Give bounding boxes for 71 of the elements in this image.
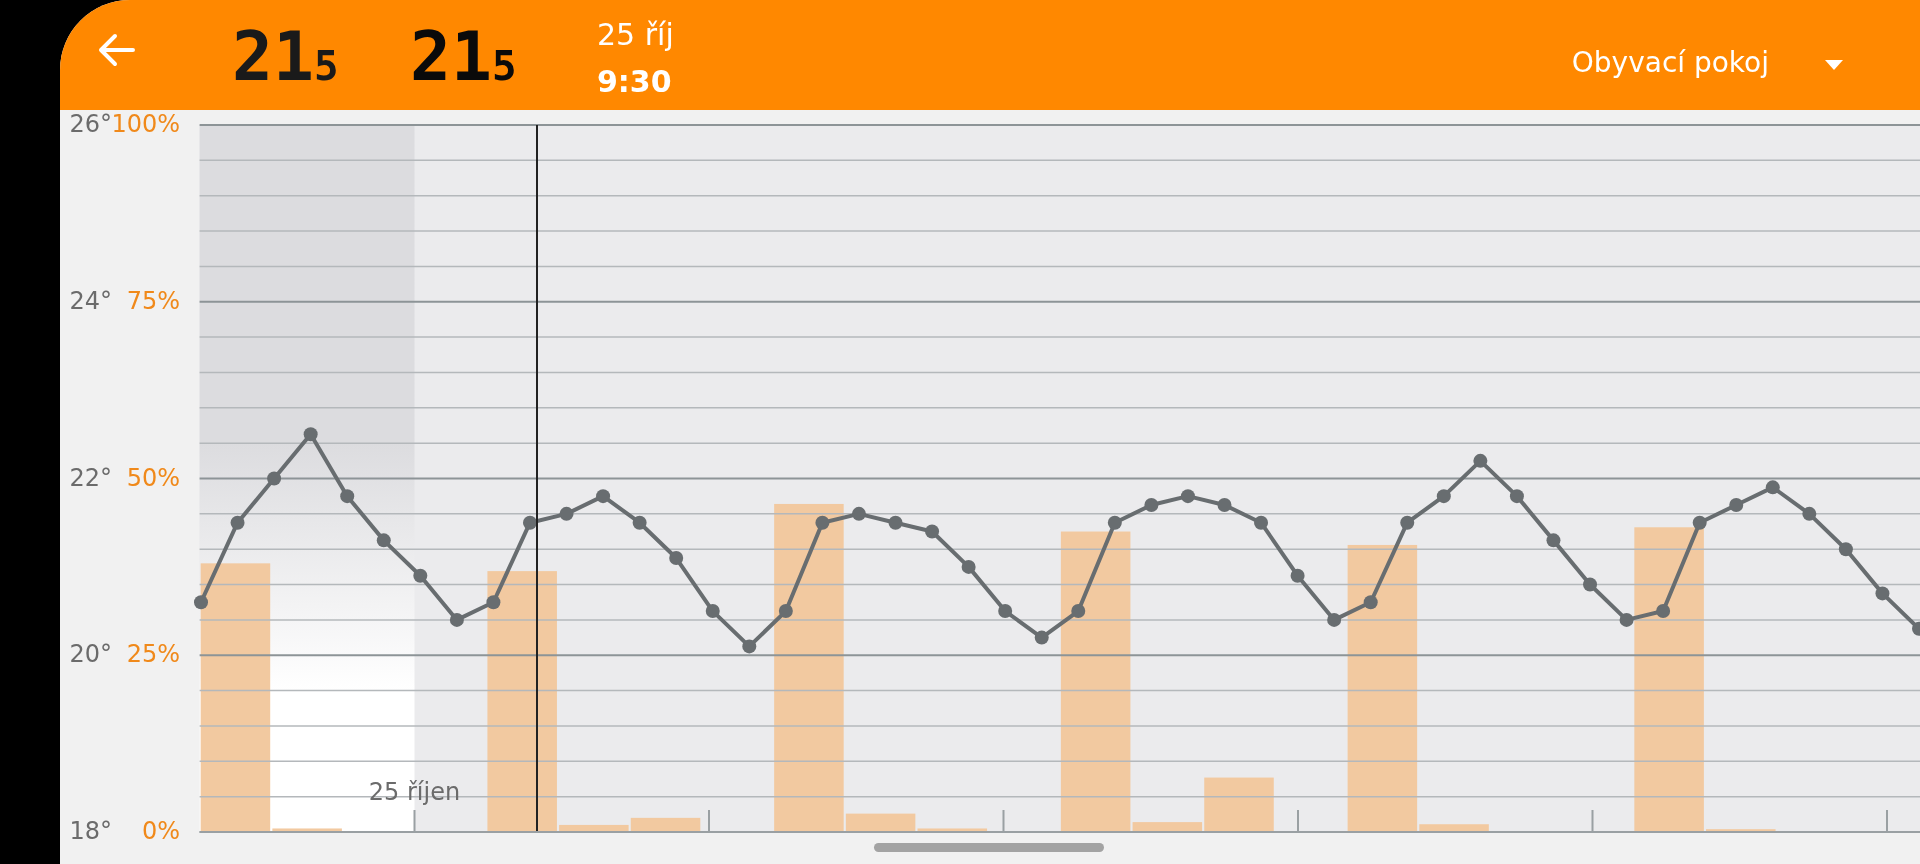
- annotation: 25 říjen: [368, 778, 461, 806]
- point: [1254, 515, 1269, 530]
- y-tick-label: 0%: [141, 817, 180, 845]
- point: [742, 639, 757, 654]
- point: [1473, 453, 1488, 468]
- point: [925, 524, 940, 539]
- y-tick-label: 18°: [69, 817, 112, 845]
- point: [815, 515, 830, 530]
- point: [486, 595, 501, 610]
- point: [376, 533, 391, 548]
- point: [1875, 586, 1890, 601]
- bar: [845, 813, 916, 832]
- point: [596, 489, 611, 504]
- point: [1400, 515, 1415, 530]
- point: [194, 595, 208, 610]
- point: [1071, 604, 1086, 619]
- point: [1290, 568, 1305, 583]
- point: [632, 515, 647, 530]
- point: [998, 604, 1013, 619]
- text: 215: [410, 17, 517, 96]
- point: [1765, 480, 1780, 495]
- bar: [630, 817, 701, 832]
- bar: [200, 563, 271, 832]
- point: [267, 471, 282, 486]
- y-tick-label: 24°: [69, 286, 112, 315]
- y-tick-label: 22°: [69, 463, 112, 492]
- point: [888, 515, 903, 530]
- y-tick-label: 75%: [126, 286, 180, 315]
- point: [230, 515, 245, 530]
- y-tick-label: 20°: [69, 640, 112, 669]
- point: [1327, 612, 1342, 627]
- y-tick-label: 50%: [126, 463, 180, 492]
- bar: [1060, 531, 1131, 832]
- point: [1144, 498, 1159, 513]
- point: [851, 506, 866, 521]
- point: [778, 604, 793, 619]
- point: [1656, 604, 1671, 619]
- chart-title: Obyvací pokoj: [1571, 46, 1769, 79]
- point: [1180, 489, 1195, 504]
- bar: [1347, 544, 1418, 832]
- bar: [1634, 527, 1704, 832]
- point: [1838, 542, 1853, 557]
- point: [522, 515, 537, 530]
- point: [303, 427, 318, 442]
- point: [669, 551, 684, 566]
- point: [340, 489, 355, 504]
- point: [1436, 489, 1451, 504]
- point: [449, 612, 464, 627]
- point: [1546, 533, 1561, 548]
- text: 215: [232, 17, 339, 96]
- text: 9:30: [597, 64, 672, 99]
- point: [1107, 515, 1122, 530]
- bar: [774, 503, 844, 832]
- point: [1692, 515, 1707, 530]
- point: [559, 506, 574, 521]
- point: [705, 604, 720, 619]
- point: [413, 568, 428, 583]
- point: [1509, 489, 1524, 504]
- y-tick-label: 25%: [126, 640, 180, 669]
- point: [1619, 612, 1634, 627]
- point: [961, 559, 976, 574]
- point: [1583, 577, 1598, 592]
- point: [1034, 630, 1049, 645]
- point: [1729, 498, 1744, 513]
- point: [1217, 498, 1232, 513]
- y-tick-label: 26°: [69, 110, 112, 138]
- bar: [1204, 777, 1274, 832]
- y-tick-label: 100%: [111, 110, 180, 138]
- point: [1802, 506, 1817, 521]
- text: 25 říj: [597, 17, 674, 52]
- point: [1363, 595, 1378, 610]
